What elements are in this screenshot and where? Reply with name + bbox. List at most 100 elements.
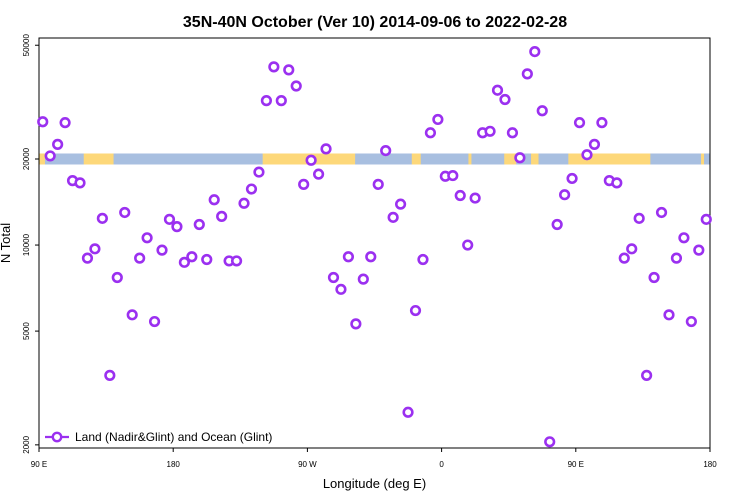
data-point bbox=[141, 232, 153, 244]
data-point bbox=[462, 239, 474, 251]
data-point bbox=[536, 105, 548, 117]
data-point bbox=[230, 255, 243, 267]
data-point bbox=[394, 198, 407, 210]
data-point bbox=[320, 143, 332, 155]
data-point bbox=[193, 218, 205, 231]
data-point bbox=[201, 253, 213, 266]
data-point bbox=[566, 172, 578, 185]
data-point bbox=[365, 251, 377, 263]
data-point bbox=[685, 315, 697, 328]
data-point bbox=[499, 93, 511, 106]
data-point bbox=[588, 138, 601, 150]
land-band-segment bbox=[39, 153, 45, 165]
data-point bbox=[171, 221, 183, 233]
plot-frame bbox=[38, 37, 711, 449]
data-point bbox=[678, 232, 690, 244]
data-point bbox=[655, 206, 668, 219]
data-point bbox=[59, 117, 71, 129]
data-point bbox=[618, 252, 630, 264]
data-point bbox=[469, 192, 481, 204]
data-point bbox=[111, 271, 123, 284]
data-point bbox=[544, 436, 556, 448]
land-band-segment bbox=[83, 153, 114, 165]
data-point bbox=[74, 177, 86, 189]
data-point bbox=[447, 169, 459, 182]
data-point bbox=[484, 125, 496, 137]
data-point bbox=[424, 127, 437, 139]
land-band-segment bbox=[504, 153, 517, 165]
legend: Land (Nadir&Glint) and Ocean (Glint) bbox=[45, 430, 272, 444]
y-tick-label: 2000 bbox=[22, 435, 31, 453]
data-point bbox=[372, 178, 384, 190]
data-point bbox=[327, 271, 340, 284]
data-point bbox=[596, 117, 608, 129]
data-point bbox=[178, 256, 190, 268]
y-tick-label: 10000 bbox=[22, 233, 31, 256]
data-point bbox=[96, 212, 108, 224]
data-point bbox=[52, 138, 64, 150]
data-point bbox=[641, 369, 653, 381]
data-point bbox=[156, 244, 168, 256]
legend-series-label: Land (Nadir&Glint) and Ocean (Glint) bbox=[75, 430, 272, 444]
data-point bbox=[581, 149, 593, 161]
ocean-band bbox=[39, 153, 710, 165]
x-tick-label: 90 E bbox=[568, 460, 584, 469]
y-tick-label: 50000 bbox=[22, 34, 31, 57]
data-point bbox=[44, 150, 56, 162]
land-ocean-band bbox=[39, 153, 710, 165]
data-point bbox=[245, 183, 258, 195]
data-point bbox=[305, 154, 317, 166]
legend-marker bbox=[51, 431, 63, 443]
land-band-segment bbox=[701, 153, 705, 165]
x-tick-label: 180 bbox=[703, 460, 717, 469]
data-point bbox=[551, 218, 563, 231]
land-band-segment bbox=[568, 153, 651, 165]
land-band-segment bbox=[468, 153, 472, 165]
data-point bbox=[529, 46, 541, 58]
data-point bbox=[283, 64, 295, 76]
data-point bbox=[81, 252, 94, 264]
x-tick-label: 0 bbox=[439, 460, 444, 469]
data-point bbox=[402, 406, 414, 418]
data-point bbox=[611, 177, 623, 189]
data-point bbox=[454, 189, 466, 202]
data-point bbox=[357, 273, 369, 285]
data-point bbox=[216, 210, 228, 222]
x-tick-label: 90 E bbox=[31, 460, 47, 469]
data-point bbox=[238, 197, 250, 209]
y-tick-label: 20000 bbox=[22, 147, 31, 170]
data-point bbox=[626, 243, 638, 255]
data-point bbox=[260, 95, 272, 107]
data-point bbox=[670, 252, 683, 264]
data-point bbox=[298, 178, 310, 190]
data-point bbox=[148, 315, 161, 328]
data-point bbox=[312, 168, 325, 180]
x-axis: 90 E 180 90 W 0 90 E 180 bbox=[31, 448, 717, 469]
data-point bbox=[387, 211, 399, 223]
data-point bbox=[126, 309, 138, 321]
y-tick-label: 5000 bbox=[22, 322, 31, 340]
data-point bbox=[253, 166, 265, 178]
data-point bbox=[693, 244, 705, 256]
data-point bbox=[342, 251, 355, 263]
data-point bbox=[335, 283, 347, 295]
data-point bbox=[633, 212, 645, 224]
data-point bbox=[275, 95, 287, 107]
data-point bbox=[559, 189, 571, 201]
data-point bbox=[648, 271, 660, 284]
data-point bbox=[380, 144, 392, 157]
data-point bbox=[409, 304, 422, 317]
data-point bbox=[119, 206, 131, 219]
data-point bbox=[350, 318, 362, 330]
data-point bbox=[104, 369, 116, 381]
data-point bbox=[134, 252, 146, 264]
data-point bbox=[290, 80, 302, 92]
data-point bbox=[506, 127, 519, 139]
land-band-segment bbox=[411, 153, 421, 165]
data-point bbox=[491, 84, 504, 96]
data-point bbox=[37, 116, 49, 128]
data-point bbox=[573, 117, 586, 129]
data-point bbox=[417, 253, 429, 266]
data-point bbox=[163, 213, 176, 225]
